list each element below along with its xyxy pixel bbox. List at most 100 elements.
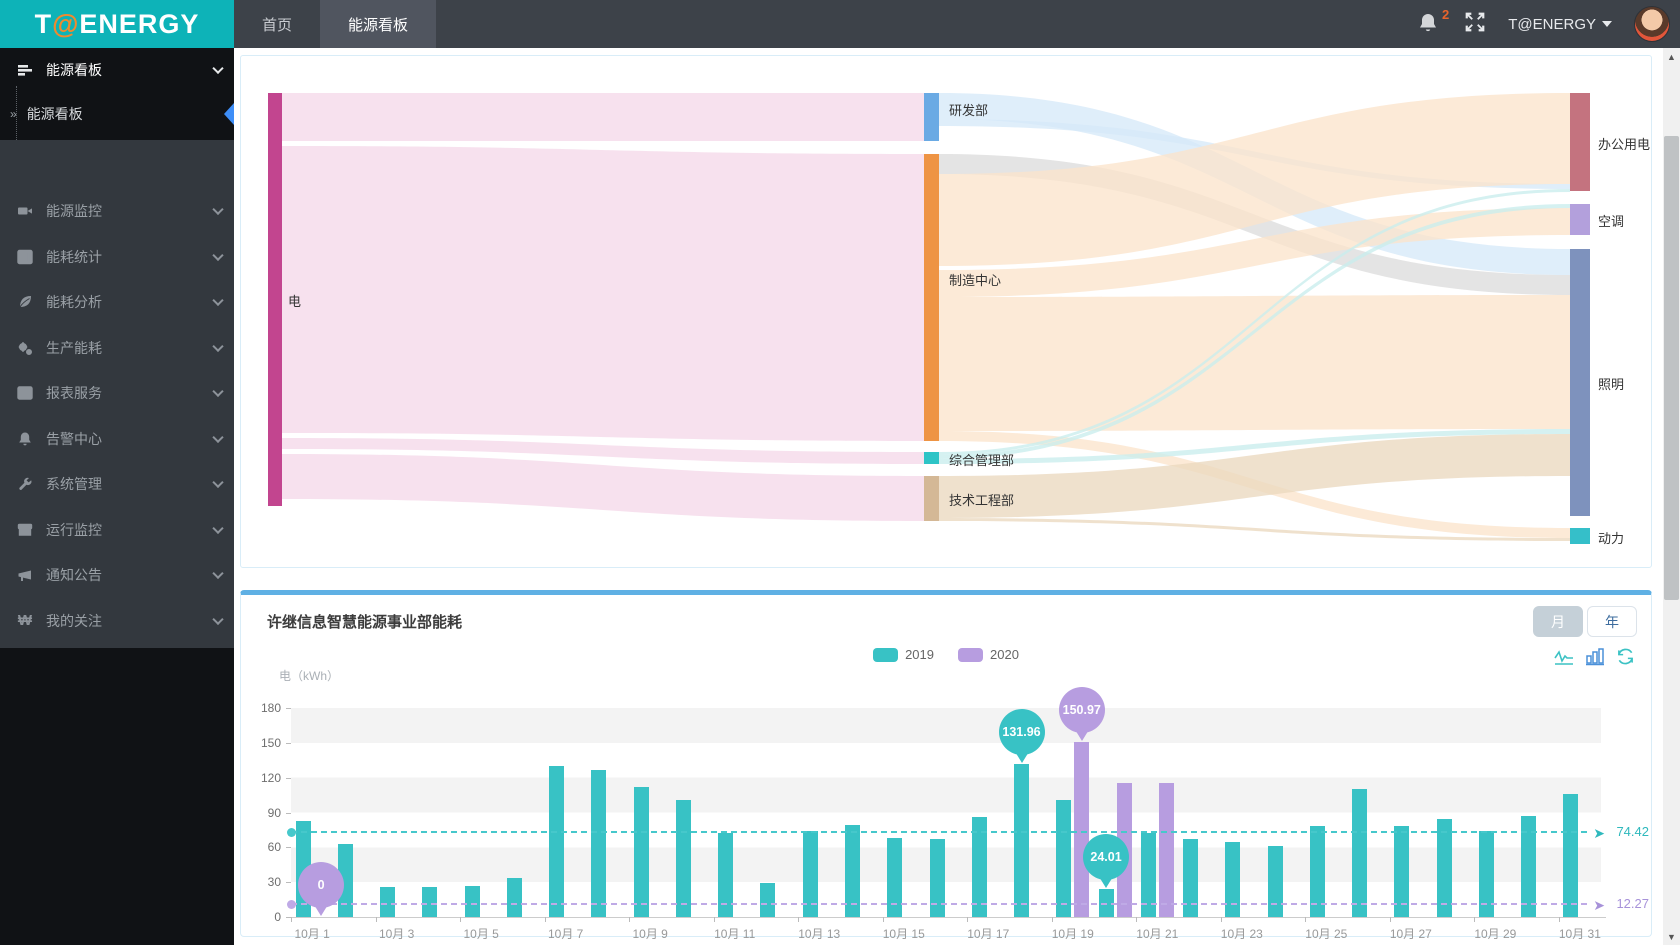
sankey-node[interactable] xyxy=(1570,528,1590,544)
sidebar-item[interactable]: 能耗统计 xyxy=(0,234,234,280)
x-tick-label: 10月 23 xyxy=(1220,927,1263,941)
sidebar-item[interactable]: 生产能耗 xyxy=(0,325,234,371)
sidebar-item[interactable]: ₩ 我的关注 xyxy=(0,598,234,644)
y-axis-name: 电（kWh） xyxy=(279,669,340,683)
scroll-up-button[interactable]: ▲ xyxy=(1663,48,1680,65)
bar-2019 xyxy=(1478,831,1494,917)
chevron-down-icon xyxy=(212,203,224,216)
bar-chart-icon[interactable] xyxy=(1585,647,1605,671)
tab-home[interactable]: 首页 xyxy=(262,16,293,34)
chevron-down-icon xyxy=(1602,21,1612,27)
sidebar-item[interactable]: 系统管理 xyxy=(0,461,234,507)
sidebar-item-label: 告警中心 xyxy=(46,430,102,447)
x-tick-label: 10月 11 xyxy=(714,927,756,941)
sankey-node[interactable] xyxy=(924,476,939,521)
sidebar-item[interactable]: 能耗分析 xyxy=(0,279,234,325)
legend-swatch xyxy=(873,647,899,662)
x-axis-line xyxy=(291,917,1606,918)
sankey-node[interactable] xyxy=(924,93,939,141)
bar-2019 xyxy=(1056,799,1072,917)
fullscreen-icon[interactable] xyxy=(1464,11,1486,38)
scrollbar-thumb[interactable] xyxy=(1664,136,1679,600)
chevron-down-icon xyxy=(212,294,224,307)
sidebar-item-label: 能源监控 xyxy=(46,203,102,219)
x-tick-label: 10月 19 xyxy=(1051,927,1094,941)
bell-icon xyxy=(16,430,34,448)
legend-label: 2020 xyxy=(990,647,1019,662)
sidebar-item-label: 能耗分析 xyxy=(46,294,102,310)
y-tick-label: 150 xyxy=(260,735,281,750)
bar-2019 xyxy=(506,877,522,917)
chevron-down-icon xyxy=(212,385,224,398)
bar-2020 xyxy=(1158,783,1174,917)
sankey-node-label: 动力 xyxy=(1598,531,1625,546)
sankey-node[interactable] xyxy=(268,93,282,506)
sidebar-subitem-energy-board[interactable]: » 能源看板 xyxy=(0,86,234,142)
chevron-down-icon xyxy=(212,62,224,75)
legend-item-2019[interactable]: 2019 xyxy=(873,647,934,662)
topbar: T @ ENERGY 首页 能源看板 2 T@ENERGY xyxy=(0,0,1680,48)
bar-2019 xyxy=(971,817,987,917)
markpoint-value: 24.01 xyxy=(1090,850,1122,865)
sidebar-item-label: 运行监控 xyxy=(46,521,102,538)
x-tick-label: 10月 9 xyxy=(632,927,668,941)
bar-2020 xyxy=(1074,741,1090,917)
sankey-node[interactable] xyxy=(1570,93,1590,191)
legend-item-2020[interactable]: 2020 xyxy=(958,647,1019,662)
x-tick-label: 10月 7 xyxy=(547,927,584,941)
bar-2019 xyxy=(844,825,860,917)
x-tick-label: 10月 1 xyxy=(294,927,330,941)
chart-legend: 2019 2020 xyxy=(241,647,1651,662)
bar-2019 xyxy=(633,786,649,917)
avatar[interactable] xyxy=(1634,6,1670,42)
notification-bell-icon[interactable]: 2 xyxy=(1416,7,1449,37)
sidebar-item[interactable]: 运行监控 xyxy=(0,507,234,553)
x-tick xyxy=(1389,917,1391,922)
markpoint-value: 0 xyxy=(317,878,325,892)
y-tick-label: 120 xyxy=(260,770,281,785)
bar-2019 xyxy=(1521,815,1537,917)
gears-icon xyxy=(16,339,34,357)
x-tick xyxy=(798,917,800,922)
sankey-node-label: 空调 xyxy=(1598,214,1625,229)
notification-badge: 2 xyxy=(1442,7,1450,22)
average-value-label: 74.42 xyxy=(1616,823,1649,839)
bar-2019 xyxy=(464,885,480,917)
sidebar-item[interactable]: 告警中心 xyxy=(0,416,234,462)
sidebar-item[interactable]: 报表服务 xyxy=(0,370,234,416)
sankey-link xyxy=(939,518,1570,541)
scroll-down-button[interactable]: ▼ xyxy=(1663,928,1680,945)
sankey-node[interactable] xyxy=(1570,249,1590,516)
logo-text: T xyxy=(34,8,53,39)
markline-arrow-icon: ➤ xyxy=(1593,824,1605,841)
user-menu[interactable]: T@ENERGY xyxy=(1508,16,1612,33)
y-tick xyxy=(286,917,291,918)
sankey-link xyxy=(282,146,924,441)
sankey-node-label: 办公用电 xyxy=(1598,137,1651,152)
chevron-down-icon xyxy=(212,431,224,443)
sankey-node[interactable] xyxy=(1570,204,1590,235)
markpoint-tail xyxy=(313,903,330,916)
sankey-link xyxy=(939,204,1570,459)
refresh-icon[interactable] xyxy=(1616,647,1635,671)
wrench-icon xyxy=(16,475,34,493)
sidebar-item[interactable]: 通知公告 xyxy=(0,552,234,598)
sankey-node[interactable] xyxy=(924,154,939,441)
toggle-month-button[interactable]: 月 xyxy=(1533,606,1583,637)
sankey-link xyxy=(939,189,1570,455)
sidebar-item-label: 能耗统计 xyxy=(46,248,102,265)
sankey-node[interactable] xyxy=(924,452,939,464)
bar-2019 xyxy=(929,839,945,917)
sidebar-subitem-label: 能源看板 xyxy=(26,106,83,122)
tab-energy-board[interactable]: 能源看板 xyxy=(320,0,437,48)
sidebar-item-label: 通知公告 xyxy=(46,567,102,583)
sankey-node-label: 电 xyxy=(288,294,302,309)
line-chart-icon[interactable] xyxy=(1554,648,1574,671)
x-tick xyxy=(291,917,292,922)
y-tick-label: 0 xyxy=(274,910,281,924)
toggle-year-button[interactable]: 年 xyxy=(1587,606,1637,637)
sidebar-item-energy-board[interactable]: 能源看板 xyxy=(0,48,234,92)
archive-icon xyxy=(16,521,34,539)
vertical-scrollbar[interactable]: ▲ ▼ xyxy=(1663,48,1680,945)
sidebar-item[interactable]: 能源监控 xyxy=(0,188,234,234)
